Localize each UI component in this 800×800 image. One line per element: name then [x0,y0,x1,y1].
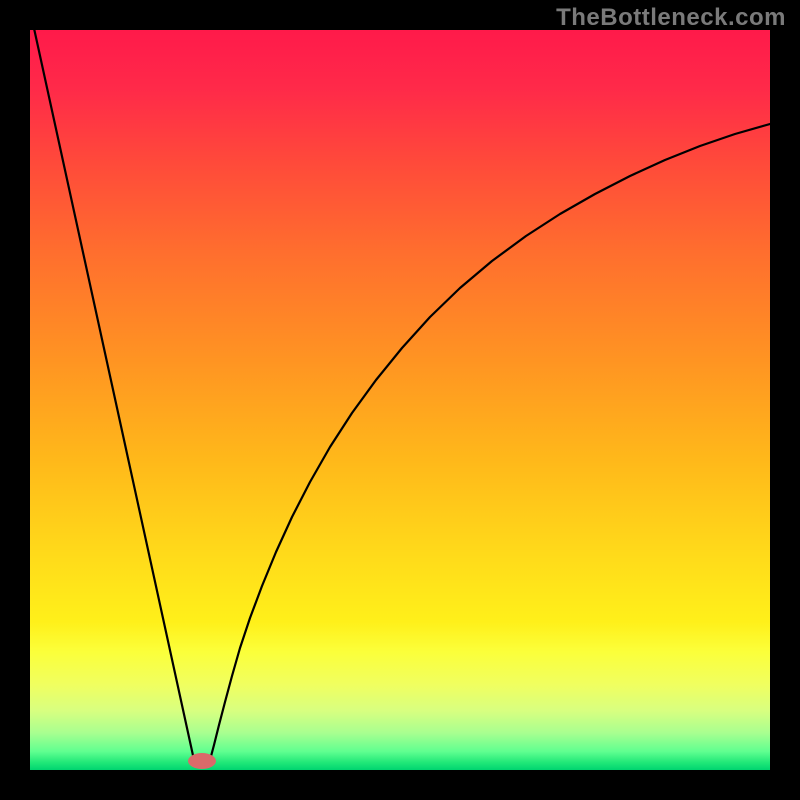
optimal-marker [188,753,216,769]
gradient-background [30,30,770,770]
bottleneck-chart [0,0,800,800]
chart-container: { "watermark": { "text": "TheBottleneck.… [0,0,800,800]
watermark-text: TheBottleneck.com [556,4,786,32]
